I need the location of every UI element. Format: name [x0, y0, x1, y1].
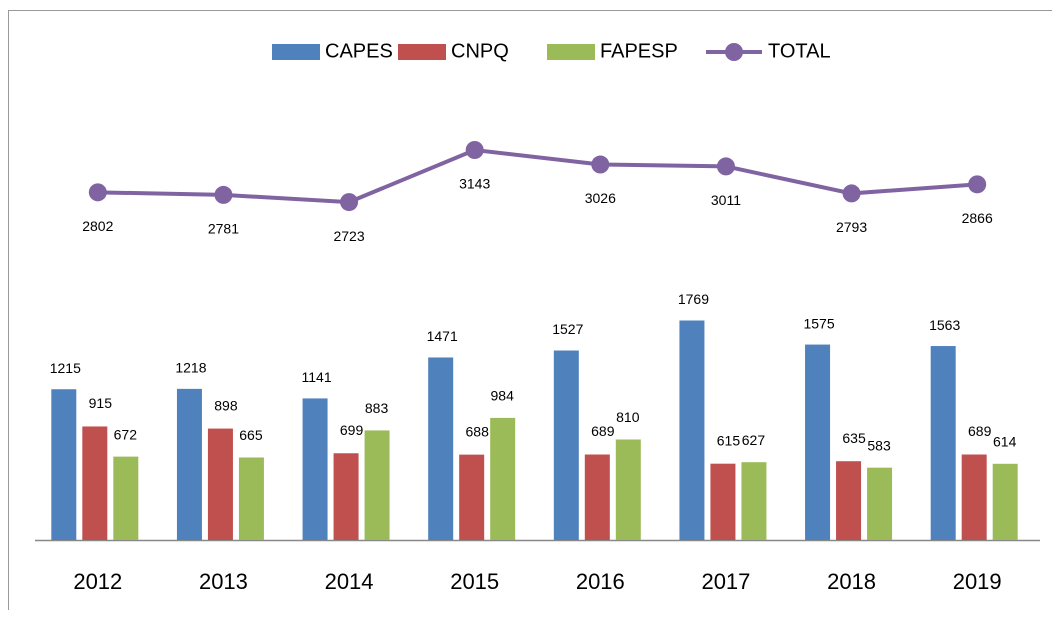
line-point: [465, 141, 484, 159]
bar: [333, 453, 359, 540]
data-label: 915: [89, 395, 113, 411]
data-label: 1141: [302, 369, 332, 385]
x-tick-label: 2014: [325, 569, 374, 594]
data-label: 3026: [585, 190, 616, 206]
legend-swatch: [272, 44, 320, 60]
x-tick-label: 2012: [73, 569, 122, 594]
line-point: [214, 185, 233, 204]
line-point: [591, 155, 610, 174]
legend-label: FAPESP: [600, 40, 678, 62]
data-label: 2802: [82, 218, 113, 234]
data-label: 615: [717, 432, 741, 448]
data-label: 883: [365, 400, 389, 416]
bar: [930, 346, 956, 540]
data-label: 1218: [175, 360, 206, 376]
x-tick-label: 2015: [450, 569, 499, 594]
data-label: 2781: [208, 221, 239, 237]
legend-swatch: [725, 43, 743, 61]
x-tick-label: 2016: [576, 569, 625, 594]
x-tick-label: 2019: [953, 569, 1002, 594]
bar: [238, 457, 264, 540]
bar: [459, 454, 485, 540]
bar: [364, 430, 390, 540]
legend-swatch: [398, 44, 446, 60]
data-label: 1471: [427, 328, 458, 344]
data-label: 3011: [711, 192, 741, 208]
x-tick-label: 2017: [701, 569, 750, 594]
data-label: 689: [591, 423, 615, 439]
bar: [867, 467, 893, 540]
data-label: 810: [616, 409, 640, 425]
data-label: 1575: [803, 315, 834, 331]
bar: [490, 417, 516, 540]
bar: [961, 454, 987, 540]
bar: [584, 454, 610, 540]
bar: [836, 461, 862, 540]
line-point: [340, 193, 359, 212]
data-label: 688: [466, 423, 490, 439]
data-label: 2723: [333, 228, 364, 244]
bar: [741, 462, 767, 540]
bar: [553, 350, 579, 540]
bar: [82, 426, 108, 540]
legend-label: TOTAL: [768, 40, 831, 62]
bar: [679, 320, 705, 540]
data-label: 1215: [50, 360, 81, 376]
bar: [992, 463, 1018, 540]
bar: [176, 388, 202, 540]
x-tick-label: 2013: [199, 569, 248, 594]
data-label: 635: [842, 430, 866, 446]
data-label: 3143: [459, 176, 490, 192]
data-label: 627: [742, 432, 766, 448]
data-label: 898: [214, 397, 238, 413]
data-label: 2866: [962, 210, 993, 226]
data-label: 2793: [836, 219, 867, 235]
bar: [710, 463, 736, 540]
bar: [428, 357, 454, 540]
line-point: [968, 175, 987, 194]
bar: [615, 439, 641, 540]
x-tick-label: 2018: [827, 569, 876, 594]
data-label: 583: [867, 437, 891, 453]
data-label: 689: [968, 423, 992, 439]
legend-swatch: [547, 44, 595, 60]
bar: [113, 456, 139, 540]
legend-label: CAPES: [325, 40, 393, 62]
data-label: 699: [340, 422, 364, 438]
bar: [51, 389, 77, 540]
data-label: 1563: [929, 317, 960, 333]
legend-label: CNPQ: [451, 40, 509, 62]
data-label: 614: [993, 434, 1017, 450]
bar: [207, 428, 233, 540]
bar: [302, 398, 328, 540]
data-label: 984: [491, 388, 515, 404]
data-label: 1527: [552, 321, 583, 337]
data-label: 665: [239, 427, 263, 443]
data-label: 672: [114, 426, 138, 442]
line-point: [842, 184, 861, 203]
bar: [805, 344, 831, 540]
line-point: [88, 183, 107, 202]
line-point: [716, 157, 735, 176]
data-label: 1769: [678, 291, 709, 307]
line: [97, 147, 978, 205]
